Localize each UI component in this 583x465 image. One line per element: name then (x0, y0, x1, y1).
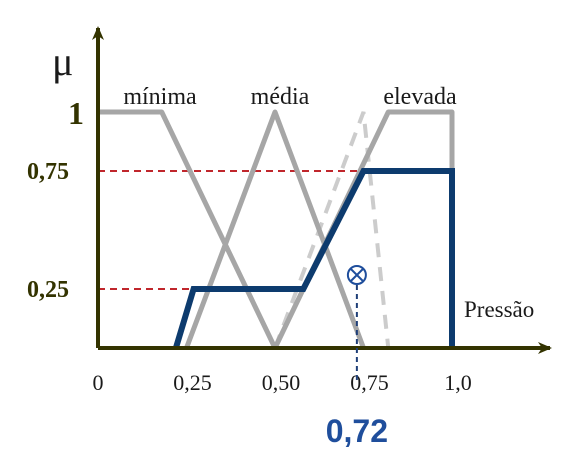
aggregated-line (173, 168, 455, 349)
series-line-elevada (272, 109, 455, 350)
series-line-mínima (98, 109, 278, 350)
centroid: 0,72 (326, 265, 388, 449)
x-tick-label-4: 1,0 (444, 370, 472, 395)
x-tick-label-0: 0 (93, 370, 104, 395)
x-tick-label-2: 0,50 (262, 370, 301, 395)
series-labels: mínima média elevada (123, 84, 457, 110)
aggregated-output (173, 168, 455, 349)
y-tick-labels: 1 0,75 0,25 (27, 95, 84, 303)
series-label-0: mínima (123, 84, 197, 110)
y-tick-label-0: 1 (68, 95, 84, 131)
x-tick-labels: 0 0,25 0,50 0,75 1,0 (93, 370, 472, 395)
reference-lines (98, 170, 364, 290)
y-tick-label-1: 0,75 (27, 159, 69, 185)
series-line-média (184, 109, 366, 349)
centroid-marker-cross-b (350, 268, 364, 282)
dashed-extension-line (273, 111, 391, 349)
centroid-value-label: 0,72 (326, 413, 388, 449)
y-axis-label: μ (52, 39, 73, 84)
membership-functions (98, 109, 455, 350)
y-tick-label-2: 0,25 (27, 277, 69, 303)
series-label-2: elevada (383, 84, 457, 110)
x-tick-label-1: 0,25 (173, 370, 212, 395)
series-label-1: média (251, 84, 310, 110)
x-axis-label: Pressão (464, 297, 534, 322)
x-tick-label-3: 0,75 (350, 370, 389, 395)
